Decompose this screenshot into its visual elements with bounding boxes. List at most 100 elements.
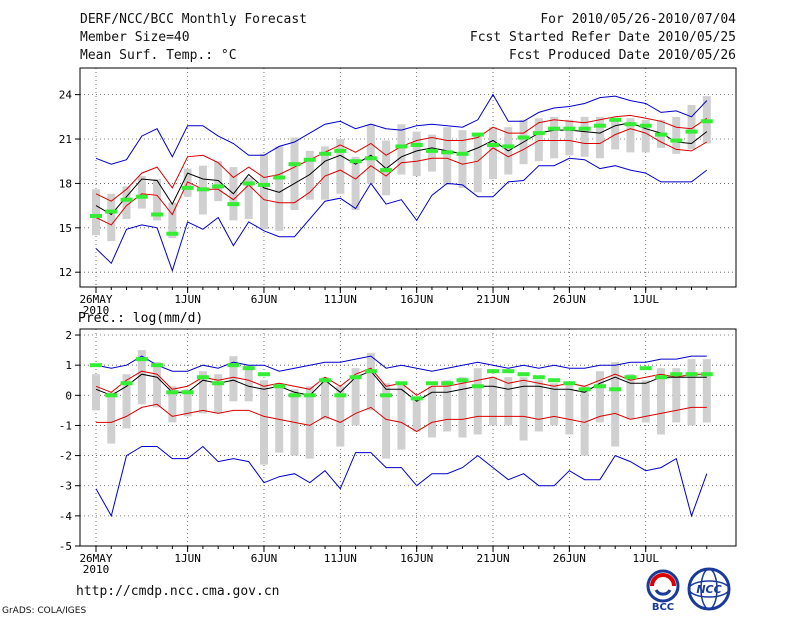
prec-observed-marker bbox=[334, 393, 347, 398]
temp-spread-box bbox=[550, 116, 559, 159]
temp-observed-marker bbox=[380, 168, 393, 173]
temp-x-tick-label: 11JUN bbox=[324, 293, 357, 306]
prec-spread-box bbox=[412, 398, 421, 432]
temp-observed-marker bbox=[441, 150, 454, 155]
prec-observed-marker bbox=[395, 381, 408, 386]
prec-observed-marker bbox=[578, 387, 591, 392]
prec-observed-marker bbox=[593, 384, 606, 389]
temp-spread-box bbox=[351, 156, 360, 211]
prec-observed-marker bbox=[166, 390, 179, 395]
temp-spread-box bbox=[672, 116, 681, 154]
prec-spread-box bbox=[672, 368, 681, 423]
temp-observed-marker bbox=[227, 202, 240, 207]
temp-spread-box bbox=[595, 116, 604, 159]
prec-spread-box bbox=[656, 368, 665, 435]
temp-x-tick-label: 1JUN bbox=[174, 293, 201, 306]
bcc-logo: BCC bbox=[646, 569, 680, 612]
prec-lower-line bbox=[96, 403, 707, 433]
prec-spread-box bbox=[687, 359, 696, 426]
temp-spread-box bbox=[259, 153, 268, 230]
temp-observed-marker bbox=[288, 162, 301, 167]
temp-spread-box bbox=[275, 146, 284, 231]
temp-spread-box bbox=[626, 118, 635, 153]
temp-spread-box bbox=[336, 139, 345, 194]
prec-observed-marker bbox=[532, 375, 545, 380]
temp-spread-box bbox=[137, 176, 146, 209]
prec-spread-box bbox=[504, 377, 513, 426]
prec-x-tick-label: 1JUL bbox=[632, 552, 659, 565]
temp-spread-box bbox=[565, 119, 574, 156]
prec-y-tick-label: -2 bbox=[59, 450, 72, 463]
prec-spread-box bbox=[534, 380, 543, 432]
chart-title: DERF/NCC/BCC Monthly Forecast bbox=[80, 12, 307, 27]
temp-observed-marker bbox=[364, 156, 377, 161]
prec-observed-marker bbox=[364, 369, 377, 374]
temp-spread-box bbox=[366, 124, 375, 184]
prec-observed-marker bbox=[242, 366, 255, 371]
prec-observed-marker bbox=[654, 375, 667, 380]
temp-observed-marker bbox=[502, 144, 515, 149]
prec-observed-marker bbox=[670, 372, 683, 377]
prec-spread-box bbox=[244, 365, 253, 402]
prec-observed-marker bbox=[120, 381, 133, 386]
prec-observed-marker bbox=[303, 393, 316, 398]
prec-x-year-label: 2010 bbox=[83, 563, 110, 576]
prec-y-tick-label: 2 bbox=[65, 329, 72, 342]
prec-observed-marker bbox=[105, 393, 118, 398]
temp-observed-marker bbox=[349, 159, 362, 164]
prec-observed-marker bbox=[563, 381, 576, 386]
temp-spread-box bbox=[290, 137, 299, 211]
prec-spread-box bbox=[565, 383, 574, 435]
temp-observed-marker bbox=[670, 138, 683, 143]
prec-x-tick-label: 26MAY bbox=[79, 552, 112, 565]
temp-observed-marker bbox=[487, 142, 500, 147]
temp-observed-marker bbox=[395, 144, 408, 149]
prec-observed-marker bbox=[456, 378, 469, 383]
temp-y-tick-label: 12 bbox=[59, 266, 72, 279]
temp-min-line bbox=[95, 157, 708, 273]
temp-observed-marker bbox=[593, 123, 606, 128]
prec-spread-box bbox=[519, 377, 528, 441]
temp-observed-marker bbox=[303, 157, 316, 162]
temp-spread-box bbox=[489, 127, 498, 179]
produced-date-label: Fcst Produced Date 2010/05/26 bbox=[509, 48, 736, 63]
prec-spread-box bbox=[168, 386, 177, 423]
temp-spread-box bbox=[397, 124, 406, 175]
temp-observed-marker bbox=[425, 148, 438, 153]
temp-spread-box bbox=[534, 118, 543, 162]
prec-spread-box bbox=[473, 368, 482, 435]
prec-spread-box bbox=[107, 392, 116, 444]
temp-spread-box bbox=[412, 131, 421, 177]
prec-spread-box bbox=[229, 356, 238, 402]
prec-mean-line bbox=[95, 370, 707, 402]
prec-spread-box bbox=[641, 380, 650, 423]
prec-spread-box bbox=[351, 368, 360, 426]
prec-observed-marker bbox=[609, 387, 622, 392]
prec-spread-box bbox=[153, 362, 162, 408]
temp-observed-marker bbox=[105, 209, 118, 214]
temp-x-tick-label: 26MAY bbox=[79, 293, 112, 306]
prec-spread-box bbox=[122, 374, 131, 429]
temp-observed-marker bbox=[578, 126, 591, 131]
prec-observed-marker bbox=[410, 396, 423, 401]
temp-spread-box bbox=[473, 136, 482, 193]
prec-spread-box bbox=[366, 353, 375, 411]
prec-x-tick-label: 16JUN bbox=[400, 552, 433, 565]
prec-observed-marker bbox=[502, 369, 515, 374]
prec-spread-box bbox=[275, 383, 284, 453]
prec-spread-box bbox=[305, 386, 314, 459]
temp-observed-marker bbox=[273, 175, 286, 180]
temp-spread-box bbox=[382, 140, 391, 196]
forecast-period-label: For 2010/05/26-2010/07/04 bbox=[540, 12, 736, 27]
temp-observed-marker bbox=[166, 231, 179, 236]
temp-spread-box bbox=[687, 104, 696, 150]
temp-observed-marker bbox=[319, 151, 332, 156]
temp-x-tick-label: 21JUN bbox=[476, 293, 509, 306]
temp-spread-box bbox=[427, 134, 436, 172]
temp-observed-marker bbox=[196, 187, 209, 192]
prec-spread-box bbox=[137, 350, 146, 405]
temp-x-tick-label: 16JUN bbox=[400, 293, 433, 306]
prec-observed-marker bbox=[624, 375, 637, 380]
prec-spread-box bbox=[336, 386, 345, 447]
